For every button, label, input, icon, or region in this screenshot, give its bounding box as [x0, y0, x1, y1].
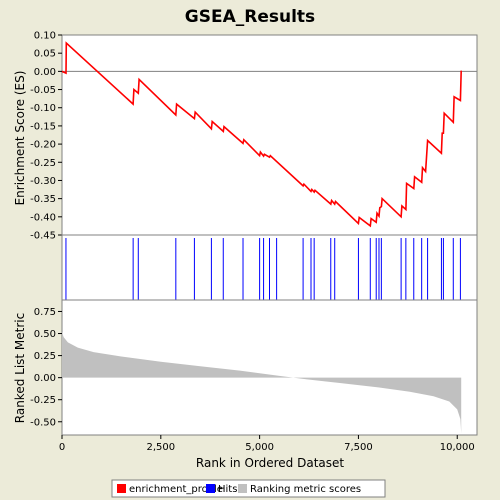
legend-swatch	[117, 484, 126, 493]
es-y-tick-label: -0.20	[30, 140, 56, 151]
chart-title: GSEA_Results	[185, 7, 315, 27]
rm-y-axis: 0.75 0.50 0.25 0.00 -0.25 -0.50	[30, 307, 62, 428]
enrichment-profile-line	[61, 41, 462, 228]
ranked-metric-panel: 0.75 0.50 0.25 0.00 -0.25 -0.50 Ranked List M…	[13, 299, 478, 436]
enrichment-plot-area	[61, 34, 478, 236]
rm-y-tick-label: -0.50	[30, 417, 56, 428]
x-axis: 0 2,500 5,000 7,500 10,000	[59, 435, 475, 453]
enrichment-panel: 0.10 0.05 0.00 -0.05 -0.10 -0.15 -0.20 -0.25 -0.…	[13, 31, 478, 242]
ranking-metric-area	[62, 331, 462, 434]
x-tick-label: 10,000	[440, 442, 475, 453]
es-y-tick-label: -0.10	[30, 103, 56, 114]
es-y-tick-label: -0.25	[30, 158, 56, 169]
es-y-tick-label: 0.10	[34, 31, 56, 42]
x-tick-label: 5,000	[245, 442, 274, 453]
legend-swatch	[238, 484, 247, 493]
es-y-tick-label: -0.05	[30, 85, 56, 96]
rm-y-axis-label: Ranked List Metric	[13, 313, 27, 423]
x-axis-label: Rank in Ordered Dataset	[196, 456, 344, 470]
es-y-tick-label: -0.35	[30, 194, 56, 205]
rm-y-tick-label: 0.00	[34, 373, 56, 384]
rm-y-tick-label: 0.75	[34, 307, 56, 318]
x-tick-label: 0	[59, 442, 65, 453]
es-y-axis-label: Enrichment Score (ES)	[13, 71, 27, 206]
rm-y-tick-label: 0.25	[34, 351, 56, 362]
es-y-axis: 0.10 0.05 0.00 -0.05 -0.10 -0.15 -0.20 -0.25 -0.…	[30, 31, 62, 242]
es-y-tick-label: -0.30	[30, 176, 56, 187]
legend-label: Hits	[218, 484, 237, 495]
legend-label: Ranking metric scores	[250, 484, 361, 495]
rm-y-tick-label: 0.50	[34, 329, 56, 340]
es-y-tick-label: -0.40	[30, 212, 56, 223]
es-y-tick-label: 0.00	[34, 67, 56, 78]
x-tick-label: 7,500	[344, 442, 373, 453]
es-y-tick-label: -0.45	[30, 231, 56, 242]
hits-panel	[61, 234, 478, 301]
hit-lines	[65, 238, 461, 300]
x-tick-label: 2,500	[146, 442, 175, 453]
rm-y-tick-label: -0.25	[30, 395, 56, 406]
es-y-tick-label: -0.15	[30, 121, 56, 132]
es-y-tick-label: 0.05	[34, 49, 56, 60]
legend-box	[111, 479, 386, 498]
legend-swatch	[206, 484, 215, 493]
legend-label: enrichment_profile	[129, 484, 223, 495]
